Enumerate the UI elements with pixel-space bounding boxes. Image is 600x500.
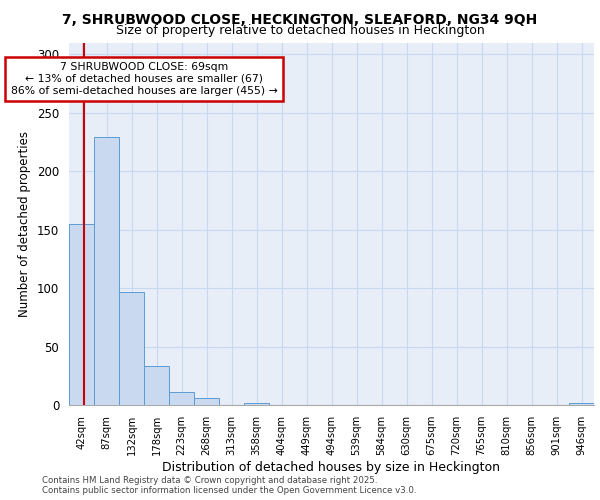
Bar — [94, 137, 119, 405]
Bar — [194, 398, 219, 405]
Bar — [244, 402, 269, 405]
Text: Size of property relative to detached houses in Heckington: Size of property relative to detached ho… — [116, 24, 484, 37]
Bar — [69, 224, 94, 405]
Y-axis label: Number of detached properties: Number of detached properties — [19, 130, 31, 317]
Text: Contains HM Land Registry data © Crown copyright and database right 2025.
Contai: Contains HM Land Registry data © Crown c… — [42, 476, 416, 495]
Text: 7, SHRUBWOOD CLOSE, HECKINGTON, SLEAFORD, NG34 9QH: 7, SHRUBWOOD CLOSE, HECKINGTON, SLEAFORD… — [62, 12, 538, 26]
Bar — [169, 392, 194, 405]
Bar — [144, 366, 169, 405]
Bar — [569, 402, 594, 405]
X-axis label: Distribution of detached houses by size in Heckington: Distribution of detached houses by size … — [163, 460, 500, 473]
Bar — [119, 292, 144, 405]
Text: 7 SHRUBWOOD CLOSE: 69sqm
← 13% of detached houses are smaller (67)
86% of semi-d: 7 SHRUBWOOD CLOSE: 69sqm ← 13% of detach… — [11, 62, 277, 96]
